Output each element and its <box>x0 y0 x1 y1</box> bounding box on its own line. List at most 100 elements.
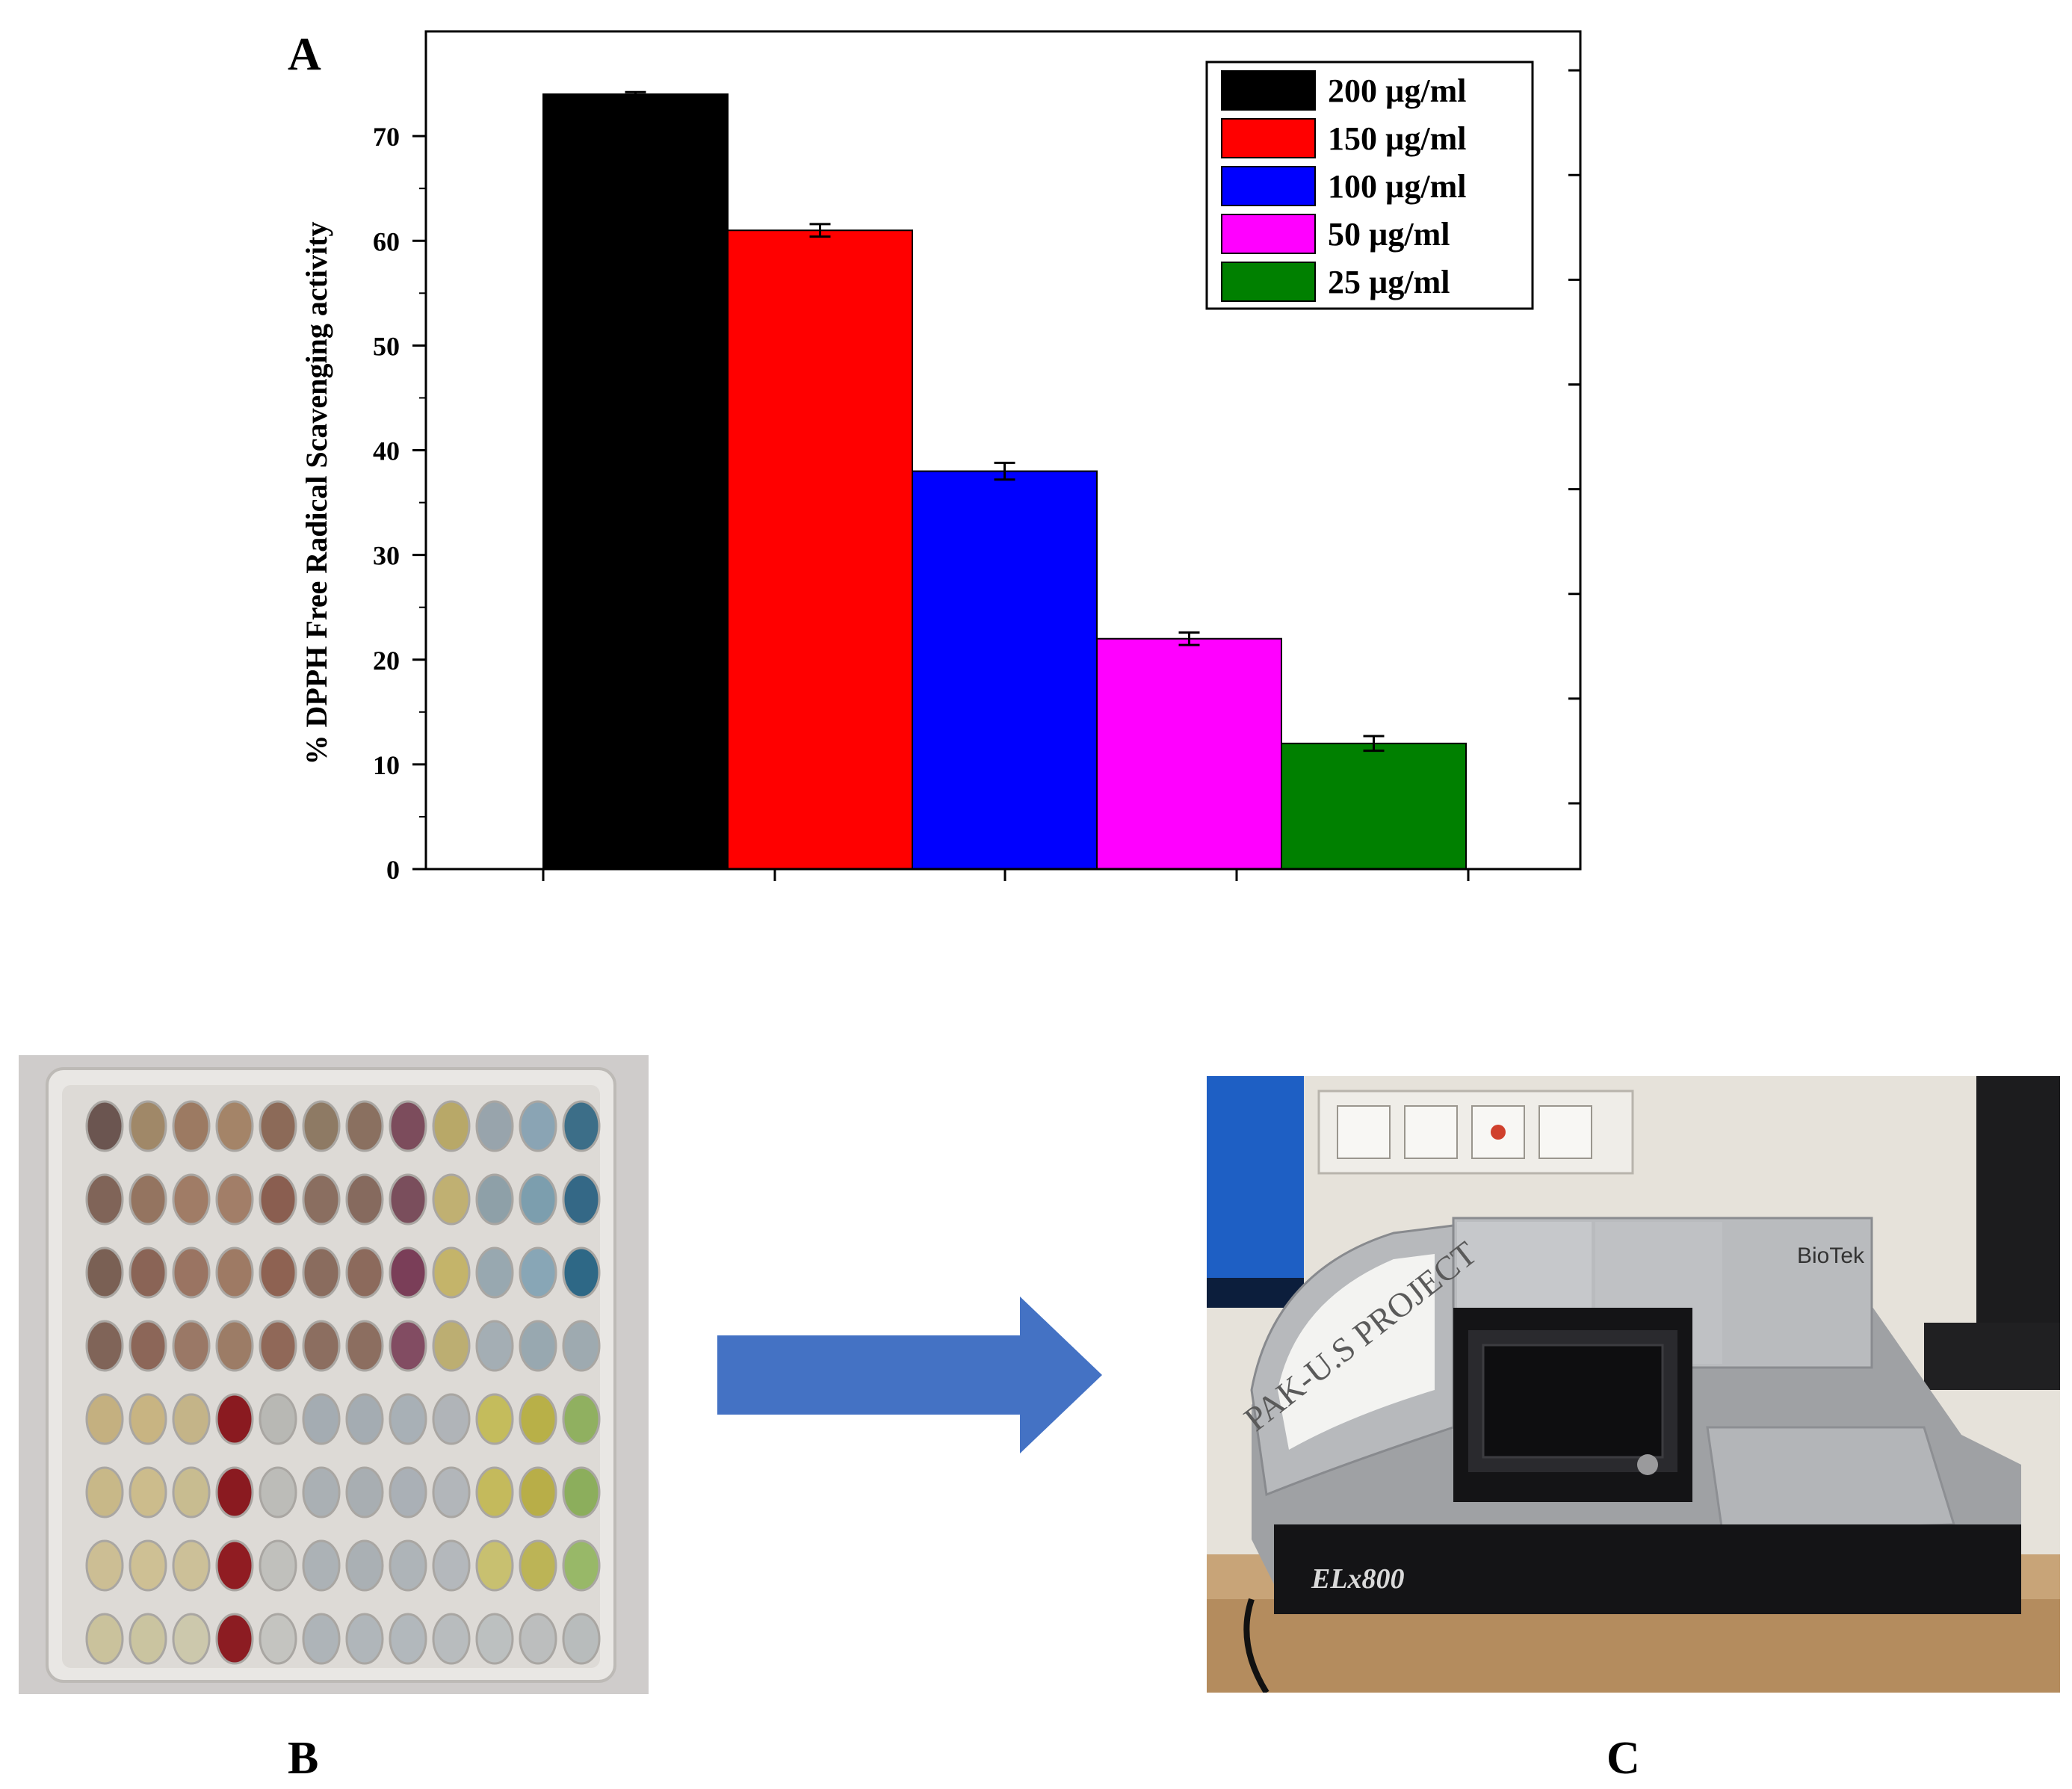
well <box>302 1246 341 1299</box>
well <box>302 1539 341 1592</box>
well <box>172 1320 211 1372</box>
legend: 200 µg/ml 150 µg/ml 100 µg/ml 50 µg/ml 25 µg… <box>1205 61 1534 310</box>
error-bars-layer <box>625 90 1385 753</box>
well <box>519 1393 557 1445</box>
well <box>389 1393 427 1445</box>
well <box>432 1173 471 1226</box>
bar-4 <box>1096 637 1282 870</box>
bar-5 <box>1281 742 1467 870</box>
legend-label-3: 100 µg/ml <box>1328 168 1466 205</box>
well <box>519 1100 557 1152</box>
well <box>562 1393 601 1445</box>
well <box>389 1320 427 1372</box>
legend-label-2: 150 µg/ml <box>1328 120 1466 157</box>
legend-label-1: 200 µg/ml <box>1328 72 1466 109</box>
error-bar-3 <box>994 461 1015 481</box>
well <box>129 1100 167 1152</box>
well <box>345 1100 384 1152</box>
well <box>432 1246 471 1299</box>
well <box>345 1466 384 1518</box>
plate-reader-image: PAK-U.S PROJECT ELx800 BioTek <box>1207 1076 2060 1693</box>
well <box>519 1613 557 1665</box>
model-label: ELx800 <box>1311 1563 1405 1595</box>
well <box>259 1539 297 1592</box>
well <box>345 1320 384 1372</box>
microplate-photo <box>19 1055 649 1694</box>
well <box>85 1613 124 1665</box>
well <box>389 1539 427 1592</box>
well <box>85 1393 124 1445</box>
legend-swatch-2 <box>1221 118 1316 158</box>
well <box>302 1613 341 1665</box>
legend-swatch-3 <box>1221 166 1316 206</box>
y-tick-label-70: 70 <box>373 122 400 152</box>
well <box>389 1466 427 1518</box>
well <box>302 1393 341 1445</box>
y-tick-label-30: 30 <box>373 541 400 571</box>
well <box>85 1173 124 1226</box>
well <box>519 1539 557 1592</box>
y-tick-label-10: 10 <box>373 750 400 780</box>
legend-swatch-5 <box>1221 262 1316 302</box>
panel-label-a: A <box>288 29 321 80</box>
well <box>215 1320 254 1372</box>
well <box>562 1173 601 1226</box>
well <box>215 1466 254 1518</box>
well <box>129 1173 167 1226</box>
well <box>215 1393 254 1445</box>
well <box>259 1173 297 1226</box>
brand-label: BioTek <box>1797 1243 1865 1268</box>
well <box>172 1613 211 1665</box>
legend-label-4: 50 µg/ml <box>1328 216 1450 253</box>
well <box>215 1613 254 1665</box>
well <box>519 1466 557 1518</box>
well <box>302 1320 341 1372</box>
error-bar-4 <box>1178 631 1200 646</box>
well <box>475 1613 514 1665</box>
well <box>475 1173 514 1226</box>
well <box>345 1539 384 1592</box>
y-tick-label-60: 60 <box>373 226 400 256</box>
y-tick-label-40: 40 <box>373 436 400 466</box>
right-arrow-icon <box>717 1297 1102 1453</box>
well <box>475 1246 514 1299</box>
well <box>389 1100 427 1152</box>
well <box>129 1466 167 1518</box>
well <box>172 1539 211 1592</box>
well <box>172 1173 211 1226</box>
well <box>129 1539 167 1592</box>
well <box>475 1539 514 1592</box>
well <box>475 1320 514 1372</box>
legend-label-5: 25 µg/ml <box>1328 264 1450 300</box>
well <box>259 1100 297 1152</box>
well <box>345 1393 384 1445</box>
well <box>85 1100 124 1152</box>
well <box>562 1246 601 1299</box>
well <box>215 1100 254 1152</box>
well <box>129 1613 167 1665</box>
well <box>172 1246 211 1299</box>
well <box>345 1613 384 1665</box>
well <box>215 1173 254 1226</box>
well <box>259 1466 297 1518</box>
well <box>129 1320 167 1372</box>
well <box>562 1539 601 1592</box>
well <box>259 1613 297 1665</box>
well <box>172 1466 211 1518</box>
well <box>345 1173 384 1226</box>
well <box>302 1466 341 1518</box>
well <box>302 1100 341 1152</box>
legend-swatch-1 <box>1221 70 1316 111</box>
well <box>172 1100 211 1152</box>
well <box>215 1246 254 1299</box>
well <box>85 1246 124 1299</box>
well <box>432 1466 471 1518</box>
panel-label-c: C <box>1606 1733 1640 1784</box>
error-bar-2 <box>809 223 831 238</box>
well <box>259 1393 297 1445</box>
well <box>475 1466 514 1518</box>
legend-swatch-4 <box>1221 214 1316 254</box>
well <box>432 1613 471 1665</box>
bar-1 <box>542 93 729 871</box>
well <box>259 1246 297 1299</box>
